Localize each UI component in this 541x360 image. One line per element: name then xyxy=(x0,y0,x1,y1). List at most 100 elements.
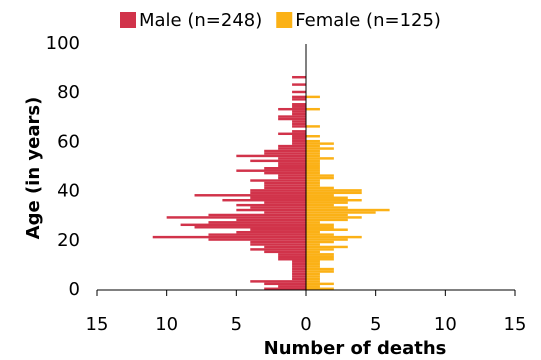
bar xyxy=(306,270,334,273)
bar xyxy=(264,184,306,187)
bar xyxy=(264,245,306,249)
x-tick-label: 0 xyxy=(300,314,311,335)
bar xyxy=(306,167,320,170)
bar xyxy=(208,238,306,241)
bar xyxy=(306,95,320,99)
bar xyxy=(292,98,306,101)
bar xyxy=(278,285,306,288)
bar xyxy=(306,208,390,212)
x-tick-label: 10 xyxy=(434,314,457,335)
bar xyxy=(264,186,306,190)
bar xyxy=(306,203,334,207)
bar xyxy=(306,191,362,195)
y-tick-label: 0 xyxy=(69,279,80,300)
bar xyxy=(278,258,306,261)
bar xyxy=(194,226,306,229)
bar xyxy=(250,206,306,209)
bar xyxy=(292,90,306,94)
bar xyxy=(278,253,306,256)
bar xyxy=(236,230,306,234)
bar xyxy=(278,132,306,136)
bar xyxy=(250,243,306,246)
bar xyxy=(306,147,334,150)
bar xyxy=(306,238,348,241)
bar xyxy=(208,221,306,224)
bar xyxy=(306,152,320,155)
bar xyxy=(306,169,320,172)
bar xyxy=(250,179,306,182)
bar xyxy=(278,164,306,167)
bar xyxy=(236,154,306,158)
bar xyxy=(306,206,348,209)
bar xyxy=(180,223,306,227)
y-tick-label: 80 xyxy=(57,82,80,103)
bar xyxy=(306,216,362,219)
bar xyxy=(278,107,306,111)
bar xyxy=(264,201,306,204)
bar xyxy=(306,176,334,180)
bar xyxy=(306,184,320,187)
bar xyxy=(306,189,362,192)
bar xyxy=(292,130,306,133)
bar xyxy=(292,139,306,143)
bar xyxy=(250,228,306,231)
bar xyxy=(306,174,334,177)
x-tick-label: 10 xyxy=(155,314,178,335)
bar xyxy=(250,280,306,283)
bar xyxy=(292,83,306,86)
bar xyxy=(292,135,306,138)
bar xyxy=(306,142,334,145)
bar xyxy=(306,221,320,224)
bar xyxy=(306,255,334,259)
bar xyxy=(306,267,334,271)
bar xyxy=(306,135,320,138)
bar xyxy=(292,110,306,113)
bar xyxy=(306,223,334,227)
bar xyxy=(292,142,306,145)
bar xyxy=(250,196,306,199)
bar xyxy=(292,270,306,273)
bar xyxy=(278,147,306,150)
bar xyxy=(264,211,306,214)
bar xyxy=(264,152,306,155)
y-tick-label: 100 xyxy=(46,33,80,54)
bar xyxy=(306,258,334,261)
bar xyxy=(306,272,320,276)
bar xyxy=(208,213,306,217)
bar xyxy=(166,216,306,219)
bar xyxy=(194,194,306,197)
bar xyxy=(306,285,320,288)
bar xyxy=(292,262,306,266)
bar xyxy=(264,282,306,286)
bar xyxy=(278,176,306,180)
bar xyxy=(306,149,320,153)
bar xyxy=(292,137,306,140)
bar xyxy=(152,235,306,239)
bar xyxy=(306,196,348,199)
bar xyxy=(264,167,306,170)
bar xyxy=(306,240,334,244)
bar xyxy=(278,162,306,165)
bar xyxy=(306,245,348,249)
bar xyxy=(292,105,306,108)
bar xyxy=(306,186,334,190)
bar xyxy=(306,159,320,163)
bar xyxy=(250,240,306,244)
bar xyxy=(292,265,306,268)
bar xyxy=(306,194,334,197)
bar xyxy=(250,189,306,192)
bar xyxy=(250,191,306,195)
bar xyxy=(278,174,306,177)
bar xyxy=(278,157,306,160)
legend-swatch xyxy=(120,12,136,28)
bar xyxy=(306,280,320,283)
bar xyxy=(306,248,334,251)
bar xyxy=(306,265,320,268)
bar xyxy=(306,162,320,165)
bar xyxy=(264,181,306,185)
bar xyxy=(306,282,334,286)
bar xyxy=(292,122,306,126)
y-axis-label: Age (in years) xyxy=(23,97,44,240)
bar xyxy=(236,169,306,172)
